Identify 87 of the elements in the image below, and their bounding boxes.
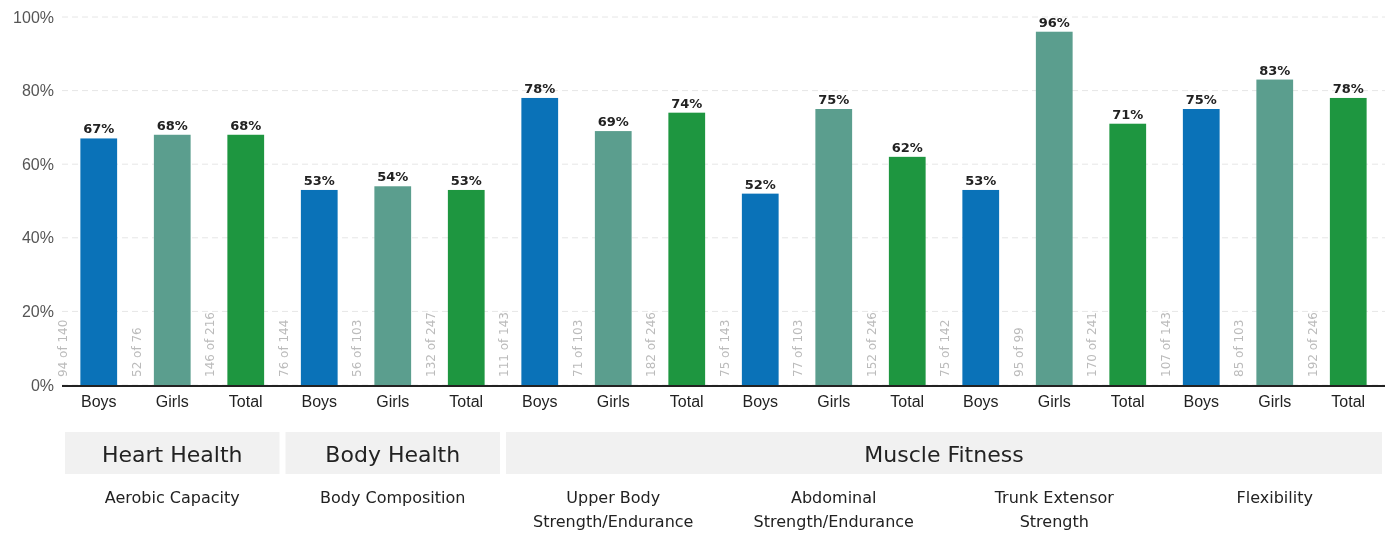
data-label: 78% <box>524 80 556 96</box>
data-label: 75% <box>818 92 850 107</box>
y-tick-label: 60% <box>21 155 54 173</box>
x-tick-label: Girls <box>817 393 851 411</box>
y-tick-label: 40% <box>21 229 54 247</box>
bar <box>80 138 118 385</box>
bar <box>1109 123 1147 385</box>
text: Aerobic Capacity <box>104 488 240 507</box>
text: Upper Body Strength/Endurance <box>533 488 694 531</box>
annotation: 182 of 246 <box>644 311 658 377</box>
x-tick-label: Boys <box>80 393 117 411</box>
data-label: 54% <box>377 169 409 185</box>
annotation: 132 of 247 <box>423 311 438 377</box>
data-label: 71% <box>1112 106 1144 122</box>
bar <box>300 189 338 385</box>
data-label: 78% <box>1332 80 1364 96</box>
x-tick-label: Boys <box>521 393 558 411</box>
bar <box>741 193 779 385</box>
bar <box>594 131 632 385</box>
x-tick-label: Boys <box>1183 393 1220 411</box>
y-tick-label: 80% <box>21 82 54 100</box>
annotation: 152 of 246 <box>864 311 879 377</box>
bar <box>815 109 853 385</box>
bar <box>962 189 1000 385</box>
x-tick-label: Girls <box>1258 393 1292 411</box>
x-tick-label: Total <box>890 393 925 411</box>
annotation: 95 of 99 <box>1011 327 1026 377</box>
text: Muscle Fitness <box>864 442 1024 467</box>
y-tick-label: 0% <box>30 376 54 394</box>
data-label: 74% <box>671 95 703 111</box>
annotation: 76 of 144 <box>276 319 291 377</box>
x-tick-label: Total <box>1110 393 1145 411</box>
bar <box>153 134 191 385</box>
annotation: 75 of 142 <box>938 319 952 377</box>
annotation: 170 of 241 <box>1085 311 1099 377</box>
text: Trunk Extensor Strength <box>993 488 1115 531</box>
data-label: 83% <box>1259 62 1291 78</box>
x-tick-label: Boys <box>301 393 338 411</box>
annotation: 111 of 143 <box>497 311 511 377</box>
text: Body Composition <box>320 488 466 507</box>
annotation: 77 of 103 <box>791 319 805 377</box>
y-tick-label: 20% <box>21 303 54 321</box>
data-label: 53% <box>450 172 482 188</box>
x-tick-label: Girls <box>155 393 189 411</box>
x-tick-label: Girls <box>376 393 410 411</box>
data-label: 68% <box>230 117 262 133</box>
data-label: 68% <box>156 117 188 133</box>
bar <box>227 134 265 385</box>
bar <box>521 97 559 385</box>
bar <box>1256 79 1294 385</box>
x-tick-label: Boys <box>962 393 999 411</box>
data-label: 62% <box>891 139 923 155</box>
bar <box>888 156 926 385</box>
data-label: 53% <box>965 172 997 188</box>
data-label: 75% <box>1185 92 1217 107</box>
x-tick-label: Total <box>449 393 484 411</box>
annotation: 75 of 143 <box>717 319 732 377</box>
annotation: 146 of 216 <box>203 311 217 377</box>
text: Body Health <box>325 442 461 467</box>
bar <box>374 186 412 385</box>
x-tick-label: Boys <box>742 393 779 411</box>
x-tick-label: Total <box>228 393 263 411</box>
data-label: 96% <box>1038 14 1070 30</box>
bar <box>668 112 706 385</box>
annotation: 85 of 103 <box>1232 319 1246 377</box>
annotation: 52 of 76 <box>129 327 144 377</box>
bar <box>447 189 485 385</box>
data-label: 67% <box>83 121 115 137</box>
annotation: 56 of 103 <box>350 319 364 377</box>
x-tick-label: Total <box>669 393 704 411</box>
x-tick-label: Girls <box>596 393 630 411</box>
x-tick-label: Total <box>1331 393 1366 411</box>
annotation: 94 of 140 <box>56 319 70 377</box>
text: Abdominal Strength/Endurance <box>753 488 914 531</box>
annotation: 107 of 143 <box>1158 311 1173 377</box>
text: Flexibility <box>1236 488 1313 507</box>
text: Heart Health <box>102 442 243 467</box>
bar <box>1182 109 1220 385</box>
y-tick-label: 100% <box>13 8 54 26</box>
data-label: 53% <box>303 172 335 188</box>
data-label: 69% <box>597 114 629 130</box>
data-label: 52% <box>744 176 776 192</box>
annotation: 71 of 103 <box>570 319 585 377</box>
bar <box>1035 31 1073 385</box>
x-tick-label: Girls <box>1037 393 1071 411</box>
annotation: 192 of 246 <box>1305 311 1320 377</box>
bar <box>1329 97 1367 385</box>
